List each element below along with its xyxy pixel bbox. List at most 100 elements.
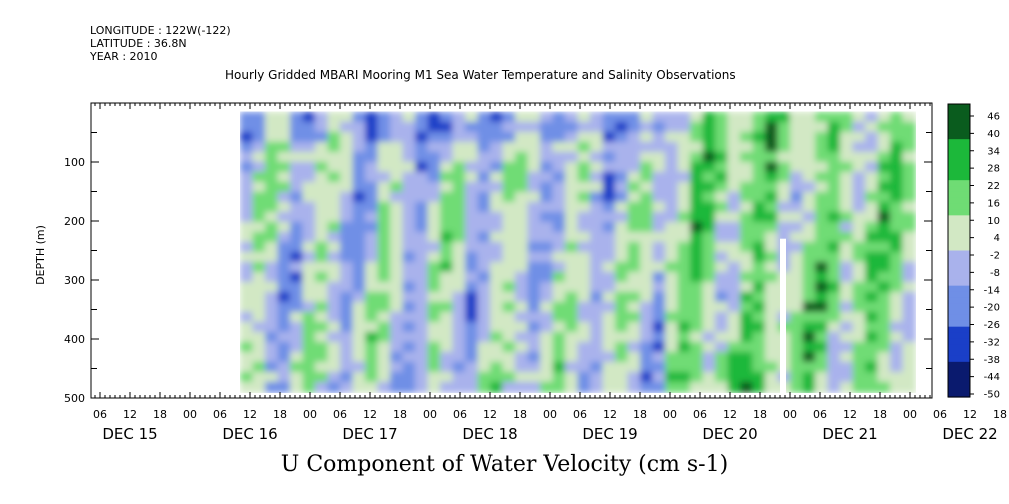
colorbar-swatch <box>948 250 970 257</box>
y-tick-label: 100 <box>64 156 85 169</box>
day-label: DEC 20 <box>702 425 757 443</box>
colorbar-tick-label: 40 <box>987 129 1000 140</box>
colorbar-swatch <box>948 139 970 146</box>
colorbar-swatch <box>948 109 970 117</box>
colorbar-swatch <box>948 180 970 187</box>
colorbar-tick-label: -26 <box>984 320 1000 331</box>
day-label: DEC 15 <box>102 425 157 443</box>
colorbar-swatch <box>948 361 970 369</box>
colorbar-swatch <box>948 145 970 152</box>
colorbar-swatch <box>948 197 970 205</box>
colorbar-tick-label: -44 <box>984 372 1000 383</box>
day-label: DEC 16 <box>222 425 277 443</box>
colorbar-swatch <box>948 303 970 310</box>
colorbar-swatch <box>948 268 970 275</box>
x-tick-label: 12 <box>483 408 497 421</box>
colorbar-swatch <box>948 344 970 351</box>
colorbar-swatch <box>948 203 970 211</box>
colorbar-swatch <box>948 273 970 281</box>
colorbar-swatch <box>948 373 970 381</box>
plot-title: Hourly Gridded MBARI Mooring M1 Sea Wate… <box>225 68 736 82</box>
colorbar-swatch <box>948 256 970 263</box>
y-tick-label: 400 <box>64 333 85 346</box>
colorbar-swatch <box>948 297 970 304</box>
x-tick-label: 18 <box>513 408 527 421</box>
colorbar-tick-label: 46 <box>987 112 1000 123</box>
x-tick-label: 12 <box>963 408 977 421</box>
day-label: DEC 17 <box>342 425 397 443</box>
x-tick-label: 06 <box>933 408 947 421</box>
x-tick-label: 12 <box>363 408 377 421</box>
colorbar-swatch <box>948 320 970 328</box>
colorbar-tick-label: 10 <box>987 216 1000 227</box>
colorbar-swatch <box>948 350 970 357</box>
x-tick-label: 00 <box>903 408 917 421</box>
colorbar-swatch <box>948 326 970 334</box>
colorbar-swatch <box>948 104 970 111</box>
colorbar-swatch <box>948 186 970 193</box>
x-tick-label: 18 <box>993 408 1007 421</box>
x-tick-label: 06 <box>93 408 107 421</box>
colorbar-tick-label: -32 <box>984 337 1000 348</box>
day-label: DEC 18 <box>462 425 517 443</box>
x-tick-label: 06 <box>573 408 587 421</box>
x-tick-label: 18 <box>753 408 767 421</box>
colorbar-swatch <box>948 121 970 129</box>
colorbar-swatch <box>948 262 970 269</box>
colorbar-tick-label: -2 <box>990 251 1000 262</box>
colorbar-swatch <box>948 127 970 134</box>
colorbar-swatch <box>948 162 970 170</box>
colorbar-swatch <box>948 209 970 216</box>
colorbar-swatch <box>948 309 970 316</box>
x-tick-label: 18 <box>393 408 407 421</box>
x-tick-label: 00 <box>183 408 197 421</box>
colorbar-tick-label: -8 <box>990 268 1000 279</box>
y-tick-label: 300 <box>64 274 85 287</box>
x-tick-label: 18 <box>153 408 167 421</box>
colorbar-swatch <box>948 227 970 234</box>
x-tick-label: 00 <box>783 408 797 421</box>
colorbar-tick-label: 34 <box>987 146 1000 157</box>
colorbar-swatch <box>948 332 970 339</box>
colorbar-swatch <box>948 355 970 363</box>
colorbar-swatch <box>948 238 970 246</box>
y-tick-label: 200 <box>64 215 85 228</box>
day-label: DEC 22 <box>942 425 997 443</box>
colorbar-swatch <box>948 221 970 228</box>
colorbar-swatch <box>948 314 970 322</box>
x-tick-label: 06 <box>333 408 347 421</box>
y-axis-label: DEPTH (m) <box>34 225 47 285</box>
day-label: DEC 19 <box>582 425 637 443</box>
y-tick-label: 500 <box>64 392 85 405</box>
x-tick-label: 06 <box>453 408 467 421</box>
colorbar-swatch <box>948 244 970 252</box>
colorbar-tick-label: 28 <box>987 164 1000 175</box>
x-tick-label: 06 <box>813 408 827 421</box>
plot-metadata: LONGITUDE : 122W(-122) LATITUDE : 36.8N … <box>90 24 231 63</box>
colorbar-swatch <box>948 232 970 240</box>
colorbar-tick-label: -50 <box>984 390 1000 401</box>
colorbar-swatch <box>948 391 970 398</box>
colorbar-swatch <box>948 133 970 140</box>
x-tick-label: 06 <box>693 408 707 421</box>
colorbar-swatch <box>948 338 970 345</box>
colorbar-swatch <box>948 279 970 287</box>
year-label: YEAR : 2010 <box>90 50 158 63</box>
colorbar-frame <box>947 103 971 398</box>
colorbar: 46 40 34 28 22 16 10 4 -2 -8 -14 -20 -26 -32 -38 -44 -50 <box>947 103 1000 401</box>
x-tick-label: 18 <box>873 408 887 421</box>
colorbar-swatch <box>948 174 970 181</box>
colorbar-tick-label: 16 <box>987 198 1000 209</box>
chart-title: U Component of Water Velocity (cm s-1) <box>280 452 729 477</box>
colorbar-swatch <box>948 285 970 293</box>
x-tick-label: 12 <box>843 408 857 421</box>
colorbar-swatch <box>948 168 970 175</box>
colorbar-tick-label: -14 <box>984 285 1000 296</box>
x-tick-label: 00 <box>303 408 317 421</box>
day-label: DEC 21 <box>822 425 877 443</box>
colorbar-swatch <box>948 385 970 392</box>
colorbar-tick-label: 4 <box>994 233 1000 244</box>
colorbar-tick-label: -38 <box>984 355 1000 366</box>
